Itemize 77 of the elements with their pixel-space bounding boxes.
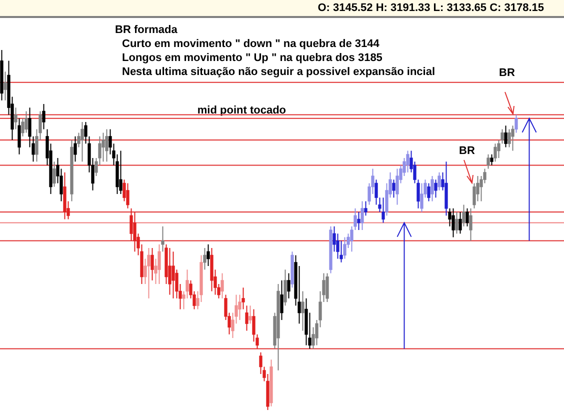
candlestick (252, 308, 256, 342)
candlestick (357, 212, 360, 230)
candlestick (514, 114, 518, 134)
candlestick (133, 212, 136, 252)
candlestick (486, 154, 490, 170)
candlestick (63, 172, 66, 220)
candlestick (462, 204, 466, 227)
candlestick (80, 122, 84, 162)
candlestick (364, 200, 368, 216)
candlestick (210, 248, 214, 292)
candlestick (238, 294, 242, 320)
candlestick (84, 122, 88, 144)
candlestick (102, 132, 105, 162)
candlestick (161, 226, 164, 252)
candlestick (504, 125, 508, 148)
candlestick (469, 208, 472, 242)
candlestick (126, 182, 130, 209)
candlestick (287, 272, 290, 299)
annotation: Nesta ultima situação não seguir a possivel expansão incial (122, 66, 436, 78)
chart-title: O: 3145.52 H: 3191.33 L: 3133.65 C: 3178.15 (0, 0, 564, 18)
candlestick (42, 104, 46, 130)
candlestick (266, 374, 270, 410)
candlestick (326, 272, 329, 302)
candlestick (158, 244, 161, 284)
candlestick (74, 136, 77, 162)
candlestick (452, 208, 455, 238)
candlestick (343, 236, 346, 260)
candlestick (434, 179, 438, 198)
annotation: Longos em movimento " Up " na quebra dos 3185 (122, 52, 382, 64)
candlestick (203, 248, 206, 270)
candlestick (280, 280, 284, 320)
candlestick (301, 290, 304, 332)
candlestick (150, 248, 154, 281)
candlestick (206, 244, 210, 266)
candlestick (455, 212, 458, 234)
candlestick (245, 305, 248, 332)
candlestick (172, 251, 175, 299)
candlestick (511, 125, 514, 152)
candlestick (105, 128, 108, 162)
candlestick (242, 287, 245, 310)
candlestick (458, 212, 462, 234)
candlestick (420, 182, 424, 212)
candlestick (4, 71, 7, 101)
candlestick (24, 110, 28, 134)
candlestick (304, 298, 308, 346)
candlestick (119, 150, 122, 194)
candlestick (259, 352, 262, 374)
annotation: BR (459, 145, 475, 157)
annotation: Curto em movimento " down " na quebra de 3144 (122, 38, 380, 50)
candlestick (406, 150, 410, 173)
candlestick (494, 143, 497, 162)
candlestick (70, 140, 74, 202)
candlestick (220, 272, 224, 299)
candlestick (270, 359, 273, 407)
text: BR formada (115, 24, 178, 36)
candlestick (248, 305, 252, 324)
candlestick (14, 107, 18, 130)
candlestick (360, 200, 364, 230)
candlestick (284, 269, 287, 306)
candlestick (290, 251, 294, 288)
candlestick (168, 248, 172, 296)
candlestick (392, 179, 396, 198)
candlestick (52, 161, 56, 188)
candlestick (396, 168, 399, 206)
annotation: BR (499, 67, 515, 79)
candlestick (508, 128, 511, 148)
candlestick (382, 197, 385, 224)
candlestick (427, 182, 430, 202)
candlestick (18, 118, 21, 155)
candlestick (438, 172, 441, 191)
candlestick (147, 248, 150, 299)
candlestick (466, 208, 469, 227)
ref-line-label: mid point tocado (197, 104, 286, 116)
candlestick (0, 50, 4, 101)
candlestick (444, 161, 448, 216)
candlestick (276, 284, 280, 371)
candlestick (430, 176, 434, 202)
